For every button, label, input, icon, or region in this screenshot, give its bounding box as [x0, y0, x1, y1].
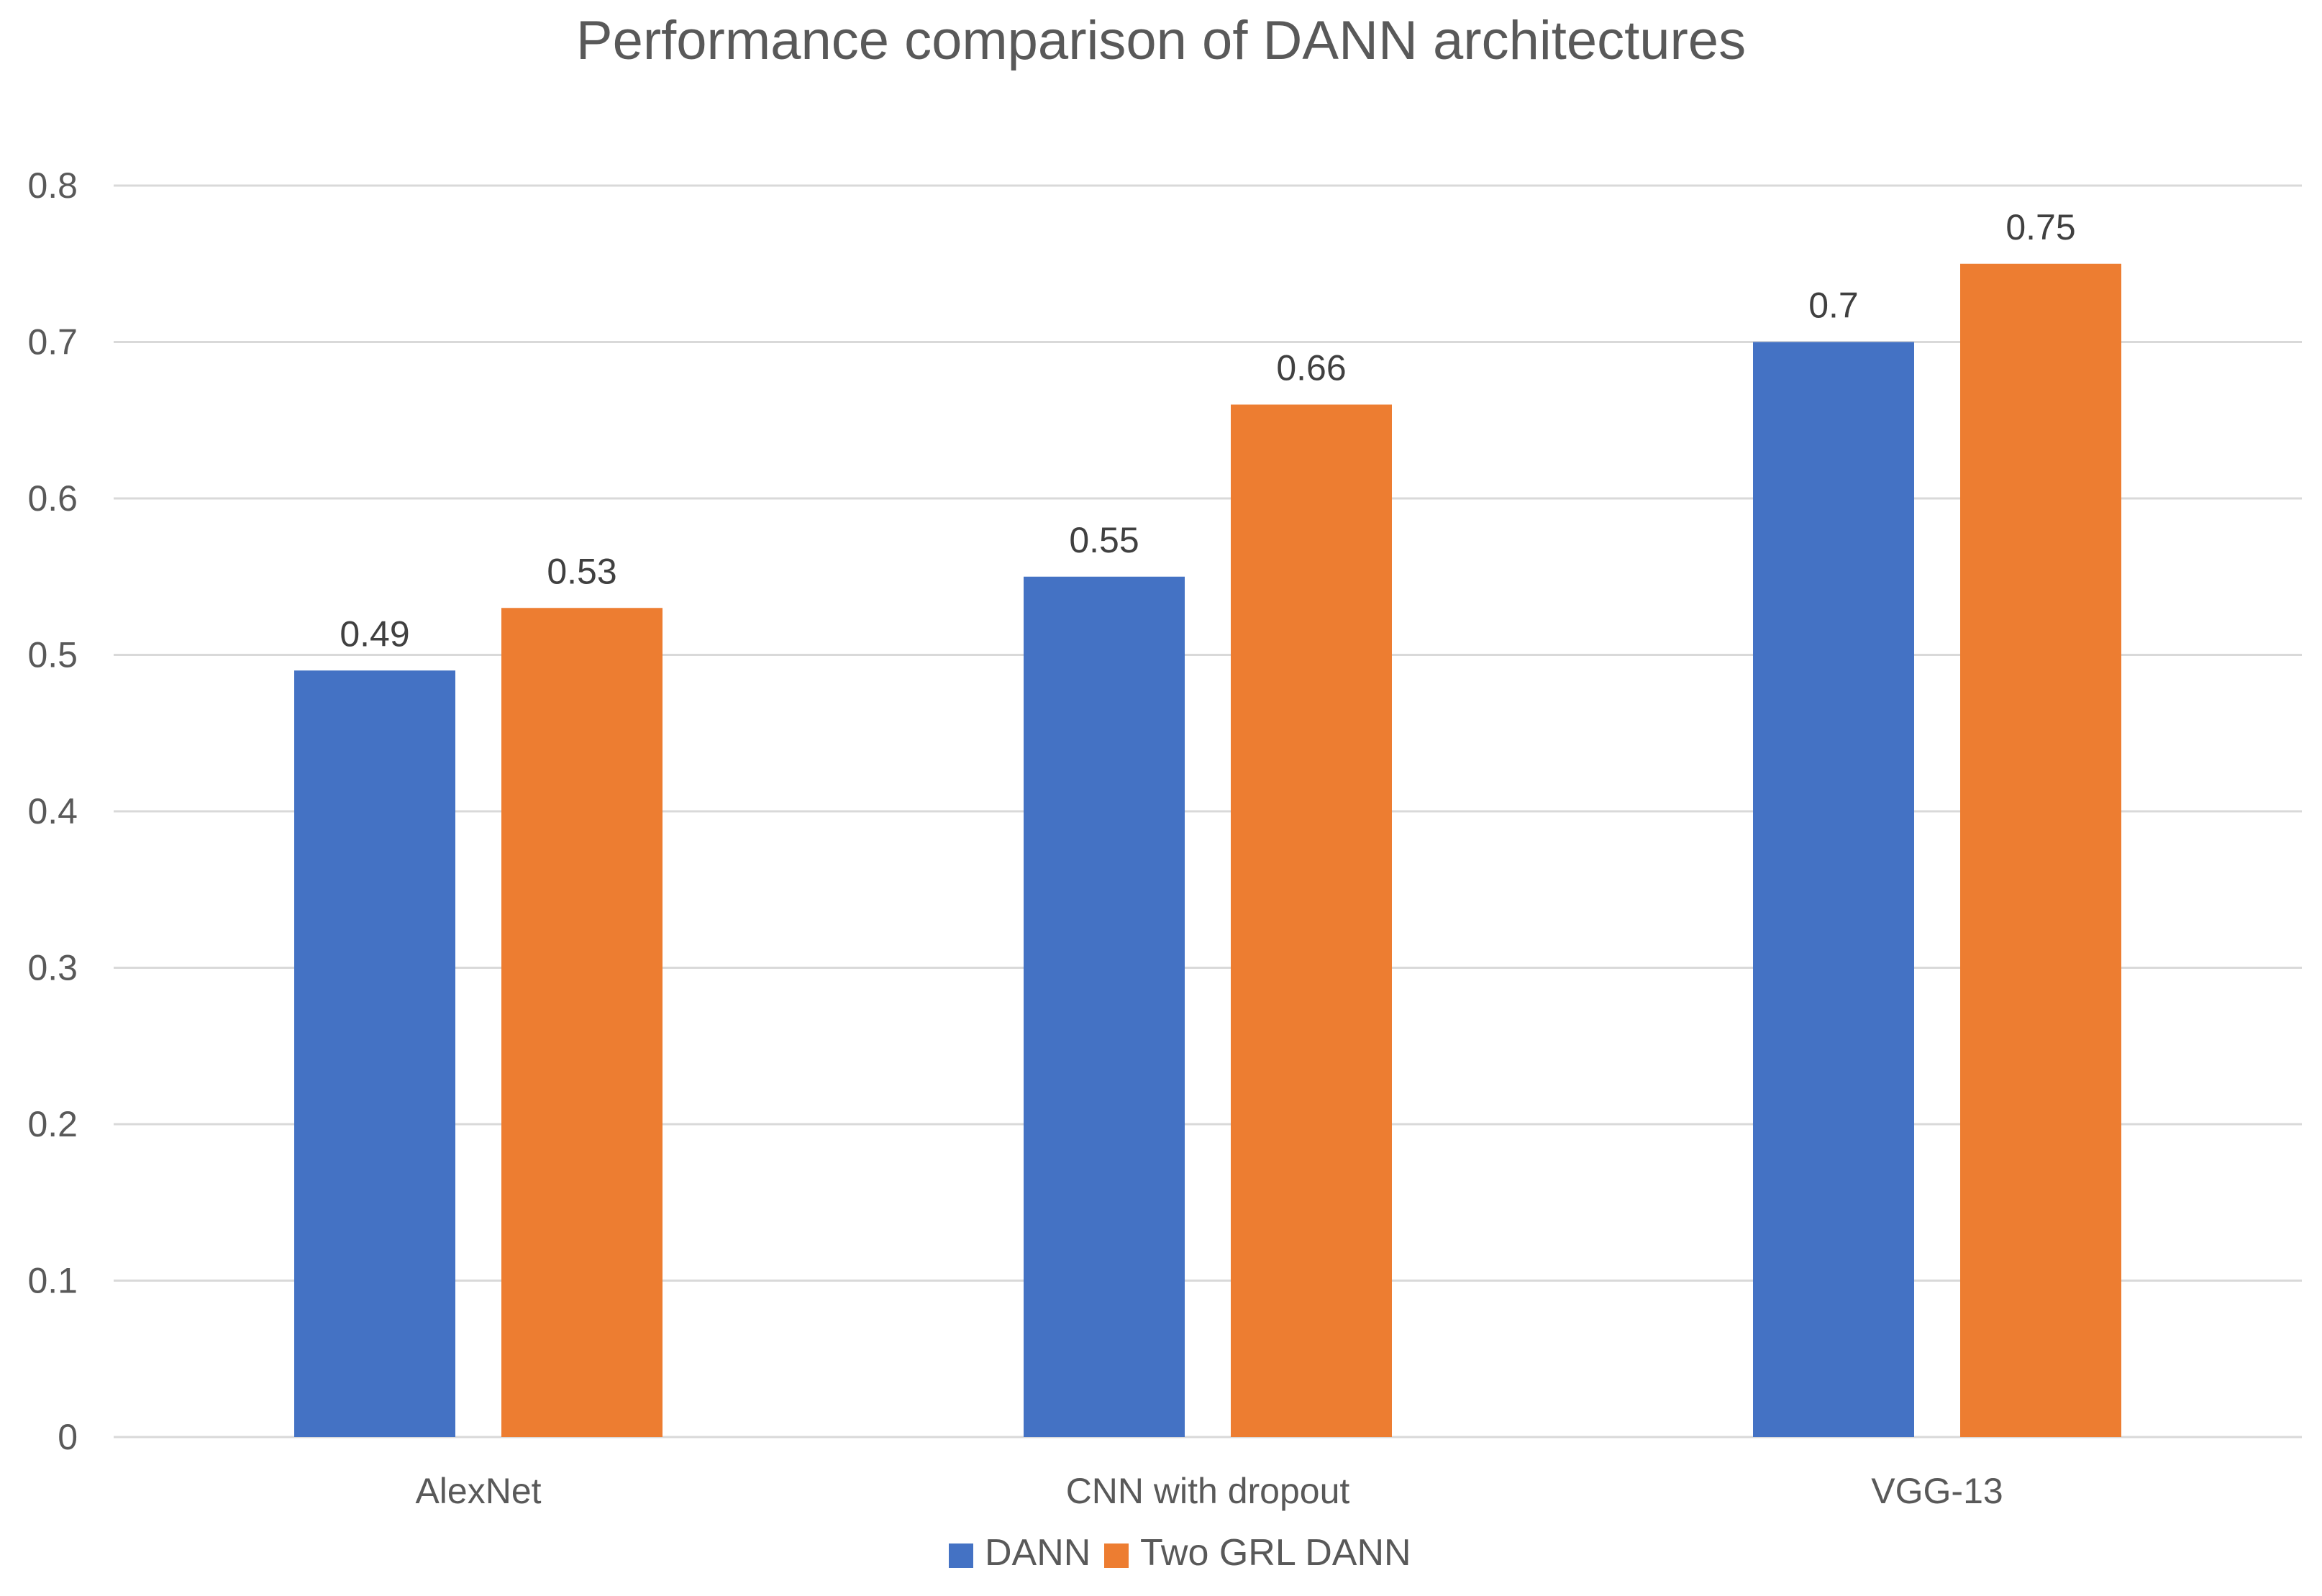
- bar-dann-vgg-13: [1753, 342, 1914, 1437]
- y-tick-label: 0.6: [27, 478, 78, 519]
- legend-label: DANN: [985, 1532, 1091, 1574]
- x-category-label: AlexNet: [415, 1471, 541, 1511]
- y-tick-label: 0.7: [27, 322, 78, 362]
- legend-label: Two GRL DANN: [1140, 1532, 1411, 1574]
- y-tick-label: 0.4: [27, 791, 78, 831]
- bars: [294, 263, 2121, 1437]
- data-labels: 0.49 0.53 0.55 0.66 0.7 0.75: [340, 207, 2075, 655]
- data-label: 0.55: [1069, 520, 1139, 560]
- data-label: 0.49: [340, 614, 409, 654]
- y-tick-label: 0.1: [27, 1261, 78, 1301]
- legend-item-dann: DANN: [949, 1532, 1091, 1574]
- legend-swatch: [1104, 1543, 1129, 1568]
- y-tick-label: 0.5: [27, 635, 78, 675]
- data-label: 0.75: [2005, 207, 2075, 247]
- y-axis-ticks: 0 0.1 0.2 0.3 0.4 0.5 0.6 0.7 0.8: [27, 165, 78, 1457]
- y-tick-label: 0.8: [27, 165, 78, 206]
- bar-dann-alexnet: [294, 670, 455, 1437]
- data-label: 0.7: [1808, 286, 1859, 326]
- bar-two-grl-dann-cnn-with-dropout: [1231, 404, 1392, 1437]
- x-category-label: CNN with dropout: [1066, 1471, 1350, 1511]
- data-label: 0.53: [547, 551, 616, 591]
- bar-two-grl-dann-alexnet: [501, 608, 663, 1437]
- data-label: 0.66: [1276, 348, 1346, 388]
- legend: DANN Two GRL DANN: [949, 1532, 1411, 1574]
- y-tick-label: 0.3: [27, 948, 78, 988]
- y-tick-label: 0.2: [27, 1104, 78, 1144]
- gridlines: [114, 184, 2302, 1438]
- legend-item-two-grl-dann: Two GRL DANN: [1104, 1532, 1411, 1574]
- y-tick-label: 0: [58, 1417, 78, 1457]
- x-axis-categories: AlexNet CNN with dropout VGG-13: [415, 1471, 2003, 1511]
- x-category-label: VGG-13: [1871, 1471, 2003, 1511]
- bar-dann-cnn-with-dropout: [1024, 576, 1185, 1437]
- chart-title: Performance comparison of DANN architect…: [576, 10, 1746, 71]
- bar-two-grl-dann-vgg-13: [1960, 263, 2121, 1437]
- legend-swatch: [949, 1543, 973, 1568]
